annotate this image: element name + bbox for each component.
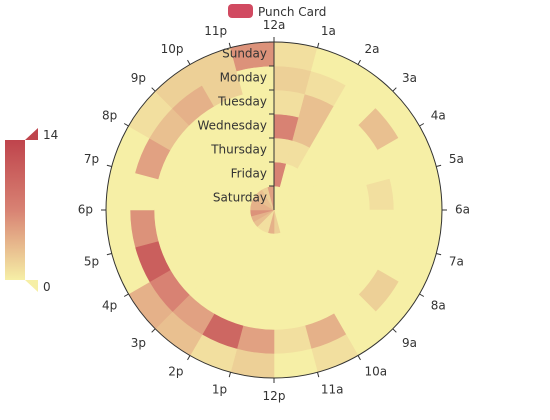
legend[interactable]: Punch Card xyxy=(228,4,326,19)
angle-tick-mark xyxy=(316,372,320,378)
angle-tick-mark xyxy=(357,59,361,65)
angle-tick-label: 9a xyxy=(402,336,417,350)
angle-tick-mark xyxy=(151,328,156,333)
angle-tick-mark xyxy=(123,293,129,297)
angle-tick-mark xyxy=(436,164,442,168)
visual-map-min-label: 0 xyxy=(43,280,51,294)
angle-tick-mark xyxy=(106,164,112,168)
radius-tick-label: Thursday xyxy=(210,143,267,157)
radius-tick-label: Friday xyxy=(231,167,267,181)
angle-tick-mark xyxy=(228,372,232,378)
angle-tick-label: 7a xyxy=(449,255,464,269)
heatmap-cell-monday-12p[interactable] xyxy=(236,325,275,355)
angle-tick-mark xyxy=(316,42,320,48)
angle-tick-mark xyxy=(436,252,442,256)
angle-tick-label: 1p xyxy=(212,383,227,397)
angle-tick-label: 7p xyxy=(84,152,99,166)
visual-map-min-handle[interactable] xyxy=(25,280,38,292)
angle-tick-mark xyxy=(419,293,425,297)
angle-tick-label: 11a xyxy=(321,383,344,397)
radius-ticks: Saturday Friday Thursday Wednesday Tuesday Mo… xyxy=(198,41,274,205)
angle-tick-mark xyxy=(187,355,191,361)
angle-tick-label: 11p xyxy=(204,24,227,38)
angle-tick-label: 4a xyxy=(431,109,446,123)
angle-tick-label: 6a xyxy=(455,203,470,217)
angle-tick-label: 12a xyxy=(263,18,286,32)
angle-tick-label: 9p xyxy=(131,71,146,85)
radius-tick-label: Sunday xyxy=(222,47,267,61)
angle-tick-mark xyxy=(392,328,397,333)
angle-tick-label: 6p xyxy=(78,203,93,217)
radius-tick-label: Wednesday xyxy=(198,119,267,133)
angle-tick-label: 2a xyxy=(365,42,380,56)
angle-tick-mark xyxy=(419,123,425,127)
heatmap-cell-monday-5p[interactable] xyxy=(129,209,159,248)
angle-ticks: 12a 1a 2a 3a 4a 5a 6a 7a 8a 9a 10a 11a 12p 1p 2p 3p 4p 5p… xyxy=(78,18,470,403)
angle-tick-mark xyxy=(123,123,129,127)
radius-tick-label: Tuesday xyxy=(217,95,267,109)
angle-tick-label: 12p xyxy=(263,389,286,403)
angle-tick-label: 8a xyxy=(431,298,446,312)
heatmap-cell-monday-11a[interactable] xyxy=(273,325,312,355)
heatmap-cell-monday-5a[interactable] xyxy=(389,172,419,211)
heatmap-cell-monday-6p[interactable] xyxy=(129,172,159,211)
angle-tick-mark xyxy=(106,252,112,256)
visual-map-max-label: 14 xyxy=(43,128,58,142)
angle-tick-mark xyxy=(151,87,156,92)
heatmap-cells xyxy=(105,41,443,379)
legend-swatch[interactable] xyxy=(228,4,253,18)
angle-tick-label: 5a xyxy=(449,152,464,166)
angle-tick-label: 10a xyxy=(365,365,388,379)
visual-map[interactable]: 14 0 xyxy=(5,128,58,294)
angle-tick-label: 3a xyxy=(402,71,417,85)
visual-map-max-handle[interactable] xyxy=(25,128,38,140)
radius-tick-label: Monday xyxy=(220,71,267,85)
angle-tick-label: 1a xyxy=(321,24,336,38)
angle-tick-label: 2p xyxy=(168,365,183,379)
angle-tick-label: 10p xyxy=(161,42,184,56)
angle-tick-label: 8p xyxy=(102,109,117,123)
angle-tick-mark xyxy=(392,87,397,92)
legend-label[interactable]: Punch Card xyxy=(258,5,326,19)
heatmap-cell-monday-6a[interactable] xyxy=(389,209,419,248)
angle-tick-label: 5p xyxy=(84,255,99,269)
visual-map-bar[interactable] xyxy=(5,140,25,280)
angle-tick-label: 3p xyxy=(131,336,146,350)
angle-tick-label: 4p xyxy=(102,298,117,312)
radius-tick-label: Saturday xyxy=(213,191,267,205)
angle-tick-mark xyxy=(228,42,232,48)
angle-tick-mark xyxy=(187,59,191,65)
angle-tick-mark xyxy=(357,355,361,361)
heatmap-cell-monday-12a[interactable] xyxy=(273,65,312,95)
